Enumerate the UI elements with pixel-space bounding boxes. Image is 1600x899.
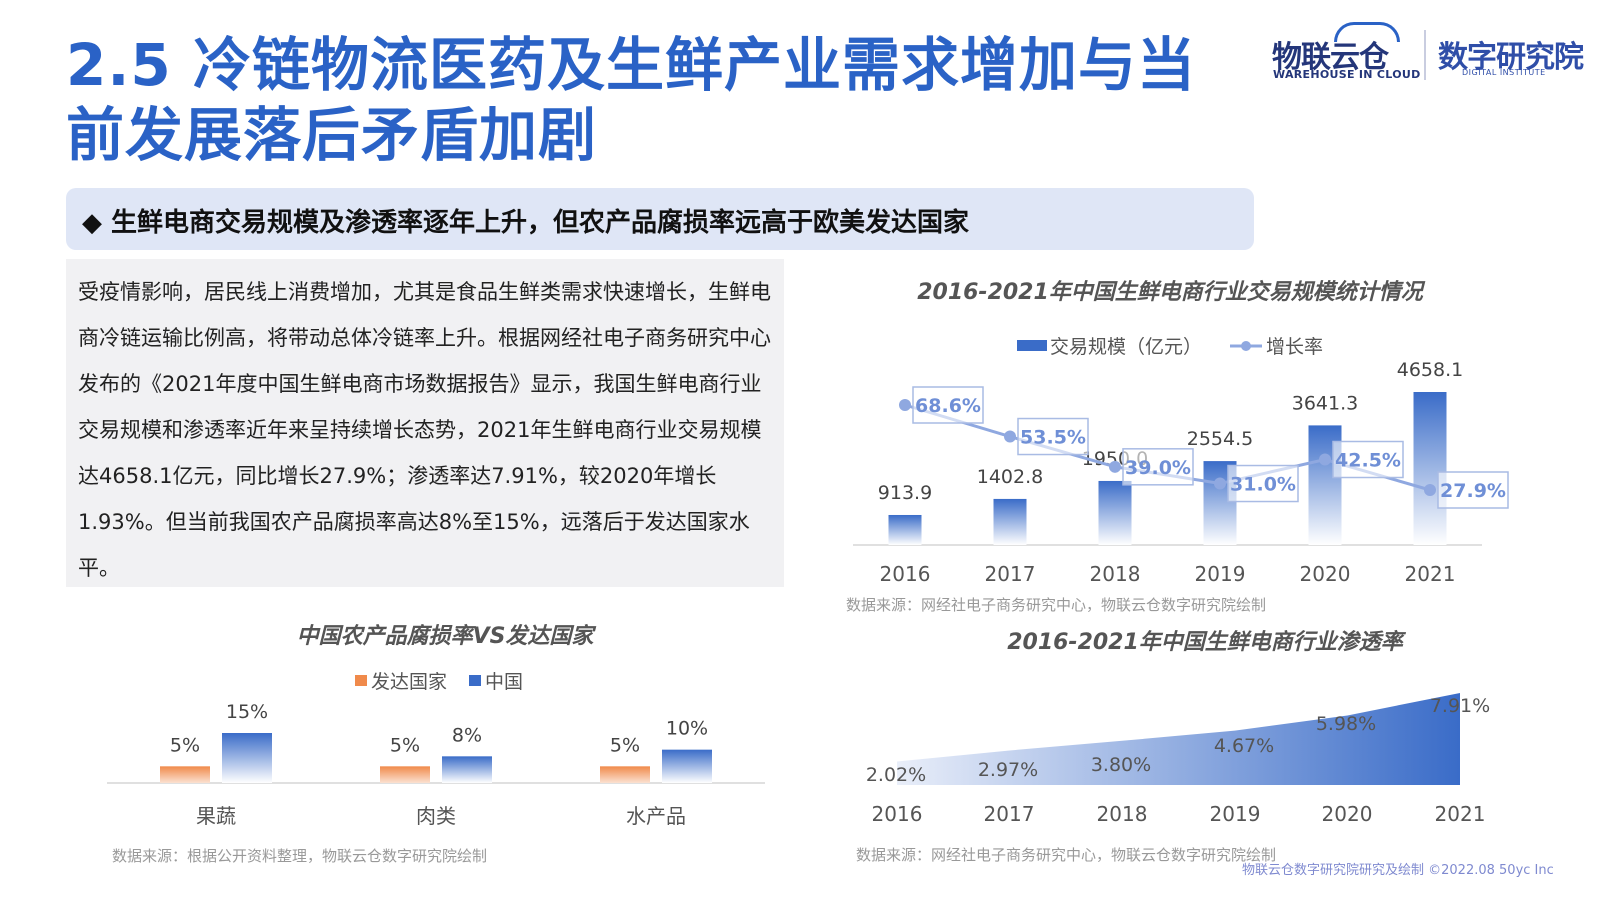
chart1-growth-label-box-2021: [1437, 471, 1509, 509]
chart2-x-tick-2019: 2019: [1210, 802, 1261, 826]
logo: 物联云仓 WAREHOUSE IN CLOUD 数字研究院 DIGITAL IN…: [1272, 22, 1590, 86]
chart3-label-china-果蔬: 15%: [226, 701, 268, 723]
logo-left-sub: WAREHOUSE IN CLOUD: [1273, 68, 1421, 81]
chart1-growth-label-box-2019: [1227, 464, 1299, 503]
chart1-legend-bar-swatch: [1017, 340, 1047, 351]
chart3-bar-developed-水产品: [600, 766, 650, 783]
chart1-bar-label-2019: 2554.5: [1187, 428, 1253, 450]
chart1-growth-point-2016: [899, 399, 911, 411]
page-title: 2.5 冷链物流医药及生鲜产业需求增加与当 前发展落后矛盾加剧: [66, 30, 1216, 170]
chart1-bar-label-2017: 1402.8: [977, 466, 1043, 488]
subtitle-text: ◆ 生鲜电商交易规模及渗透率逐年上升，但农产品腐损率远高于欧美发达国家: [82, 208, 970, 238]
logo-left-text: 物联云仓: [1272, 40, 1389, 75]
chart3-bar-developed-肉类: [380, 766, 430, 783]
chart3-x-tick-水产品: 水产品: [626, 804, 686, 828]
chart3-legend-china-swatch: [469, 675, 481, 686]
chart1-growth-point-2021: [1424, 484, 1436, 496]
chart1-x-tick-2019: 2019: [1195, 562, 1246, 586]
chart2-x-tick-2016: 2016: [872, 802, 923, 826]
logo-divider: [1424, 30, 1426, 80]
chart1-x-tick-2021: 2021: [1405, 562, 1456, 586]
chart2-value-label-2021: 7.91%: [1430, 695, 1490, 717]
chart3-legend-developed-swatch: [355, 675, 367, 686]
chart1-x-tick-2016: 2016: [880, 562, 931, 586]
chart1-bar-2017: [993, 498, 1027, 545]
chart1-bar-label-2020: 3641.3: [1292, 392, 1358, 414]
chart3-x-tick-肉类: 肉类: [416, 804, 456, 828]
chart2-value-label-2016: 2.02%: [866, 764, 926, 786]
chart1-growth-label-2021: 27.9%: [1440, 480, 1506, 502]
chart1-growth-label-2017: 53.5%: [1020, 427, 1086, 449]
chart1-bar-2018: [1098, 480, 1132, 545]
chart1-legend-line-marker: [1241, 341, 1251, 351]
chart1-growth-label-2016: 68.6%: [915, 395, 981, 417]
logo-right-text: 数字研究院: [1438, 40, 1584, 75]
chart1-legend-line-label: 增长率: [1266, 336, 1323, 358]
chart3-label-china-肉类: 8%: [452, 724, 482, 746]
chart2-value-label-2020: 5.98%: [1316, 713, 1376, 735]
chart1-legend-bar-label: 交易规模（亿元）: [1050, 336, 1202, 358]
footer: 物联云仓数字研究院研究及绘制 ©2022.08 50yc Inc: [1242, 863, 1554, 878]
chart1-growth-label-2018: 39.0%: [1125, 457, 1191, 479]
chart2-x-tick-2018: 2018: [1097, 802, 1148, 826]
chart3-source: 数据来源：根据公开资料整理，物联云仓数字研究院绘制: [112, 847, 488, 865]
chart1-x-tick-2018: 2018: [1090, 562, 1141, 586]
chart1-title: 2016-2021年中国生鲜电商行业交易规模统计情况: [917, 280, 1423, 305]
chart3-x-tick-果蔬: 果蔬: [196, 804, 236, 828]
chart1-growth-label-2019: 31.0%: [1230, 474, 1296, 496]
chart2-area: [897, 693, 1460, 785]
chart3-label-developed-果蔬: 5%: [170, 734, 200, 756]
chart3-bar-developed-果蔬: [160, 766, 210, 783]
chart2-x-tick-2017: 2017: [984, 802, 1035, 826]
chart2-x-tick-2020: 2020: [1322, 802, 1373, 826]
chart3-label-china-水产品: 10%: [666, 718, 708, 740]
chart3-label-developed-肉类: 5%: [390, 734, 420, 756]
logo-right-sub: DIGITAL INSTITUTE: [1462, 68, 1546, 77]
chart1-growth-label-box-2020: [1332, 440, 1404, 479]
chart1-growth-label-2020: 42.5%: [1335, 450, 1401, 472]
chart1-growth-label-box-2018: [1122, 448, 1194, 486]
chart3-bar-china-水产品: [662, 749, 712, 783]
subtitle-banner: [66, 188, 1254, 250]
chart1-bar-2016: [888, 514, 922, 545]
chart3-legend-developed-label: 发达国家: [371, 671, 447, 693]
chart2-value-label-2017: 2.97%: [978, 759, 1038, 781]
chart1-growth-point-2018: [1109, 460, 1121, 473]
chart3-label-developed-水产品: 5%: [610, 734, 640, 756]
chart3-title: 中国农产品腐损率VS发达国家: [296, 624, 594, 649]
chart2-title: 2016-2021年中国生鲜电商行业渗透率: [1007, 630, 1403, 655]
body-text: 受疫情影响，居民线上消费增加，尤其是食品生鲜类需求快速增长，生鲜电商冷链运输比例…: [78, 280, 771, 580]
chart1-bar-label-2021: 4658.1: [1397, 359, 1463, 381]
chart2-source: 数据来源：网经社电子商务研究中心，物联云仓数字研究院绘制: [856, 846, 1277, 864]
chart2-value-label-2019: 4.67%: [1214, 735, 1274, 757]
chart3-bar-china-肉类: [442, 756, 492, 783]
chart1-growth-point-2017: [1004, 430, 1016, 443]
page-title-line1: 2.5 冷链物流医药及生鲜产业需求增加与当: [66, 31, 1196, 99]
chart3-legend-china-label: 中国: [485, 671, 523, 693]
chart1-growth-label-box-2016: [912, 386, 984, 424]
chart1-bar-2021: [1413, 392, 1447, 545]
chart2-value-label-2018: 3.80%: [1091, 754, 1151, 776]
chart1-growth-label-box-2017: [1017, 417, 1089, 456]
chart2-x-tick-2021: 2021: [1435, 802, 1486, 826]
chart1-growth-point-2020: [1319, 453, 1331, 466]
chart1-x-tick-2020: 2020: [1300, 562, 1351, 586]
chart1-x-tick-2017: 2017: [985, 562, 1036, 586]
chart1-growth-point-2019: [1214, 477, 1226, 490]
chart3-bar-china-果蔬: [222, 733, 272, 783]
page-title-line2: 前发展落后矛盾加剧: [66, 101, 598, 169]
chart1-bar-label-2016: 913.9: [878, 482, 932, 504]
body-text-box: 受疫情影响，居民线上消费增加，尤其是食品生鲜类需求快速增长，生鲜电商冷链运输比例…: [66, 259, 784, 587]
chart1-source: 数据来源：网经社电子商务研究中心，物联云仓数字研究院绘制: [846, 596, 1267, 614]
